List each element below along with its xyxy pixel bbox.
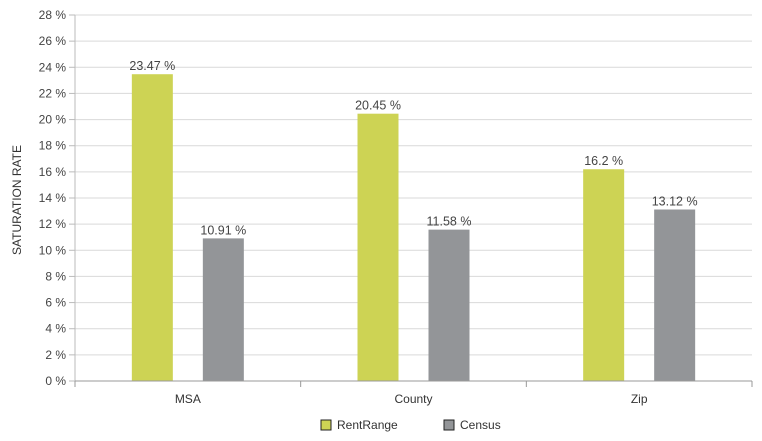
y-tick-label: 22 % bbox=[39, 86, 67, 100]
bar-census-county bbox=[428, 229, 470, 381]
x-category-label: County bbox=[394, 392, 432, 406]
y-axis-ticks: 0 % 2 % 4 % 6 % 8 % 10 % 12 % 14 % 16 % 18 % 20 % 2… bbox=[39, 8, 76, 388]
x-axis: MSA County Zip bbox=[74, 380, 753, 406]
y-tick-label: 28 % bbox=[39, 8, 67, 22]
bar-rentrange-zip bbox=[583, 169, 625, 381]
y-tick-label: 10 % bbox=[39, 243, 67, 257]
legend: RentRange Census bbox=[320, 418, 501, 432]
data-label: 16.2 % bbox=[584, 154, 623, 168]
bar-census-zip bbox=[654, 209, 696, 381]
y-tick-label: 20 % bbox=[39, 113, 67, 127]
y-tick-label: 18 % bbox=[39, 139, 67, 153]
y-tick-label: 26 % bbox=[39, 34, 67, 48]
data-label: 20.45 % bbox=[355, 99, 401, 113]
y-tick-label: 6 % bbox=[45, 296, 66, 310]
x-category-label: MSA bbox=[175, 392, 201, 406]
data-label: 23.47 % bbox=[129, 59, 175, 73]
legend-swatch-census bbox=[443, 419, 455, 431]
data-label: 10.91 % bbox=[200, 223, 246, 237]
y-tick-label: 14 % bbox=[39, 191, 67, 205]
legend-swatch-rentrange bbox=[320, 419, 332, 431]
y-tick-label: 0 % bbox=[45, 374, 66, 388]
legend-label-census: Census bbox=[460, 418, 501, 432]
y-tick-label: 24 % bbox=[39, 60, 67, 74]
bar-rentrange-msa bbox=[131, 74, 173, 382]
gridlines bbox=[75, 14, 752, 356]
bar-rentrange-county bbox=[357, 113, 399, 382]
bar-census-msa bbox=[202, 238, 244, 381]
data-label: 13.12 % bbox=[652, 195, 698, 209]
y-tick-label: 2 % bbox=[45, 348, 66, 362]
y-tick-label: 12 % bbox=[39, 217, 67, 231]
y-tick-label: 8 % bbox=[45, 269, 66, 283]
y-axis-title: SATURATION RATE bbox=[10, 145, 24, 255]
x-category-label: Zip bbox=[631, 392, 648, 406]
data-label: 11.58 % bbox=[427, 215, 472, 229]
y-tick-label: 16 % bbox=[39, 165, 67, 179]
data-labels: 23.47 % 10.91 % 20.45 % 11.58 % 16.2 % 13.12 … bbox=[129, 59, 697, 237]
bars bbox=[131, 74, 696, 382]
legend-label-rentrange: RentRange bbox=[337, 418, 398, 432]
y-tick-label: 4 % bbox=[45, 322, 66, 336]
